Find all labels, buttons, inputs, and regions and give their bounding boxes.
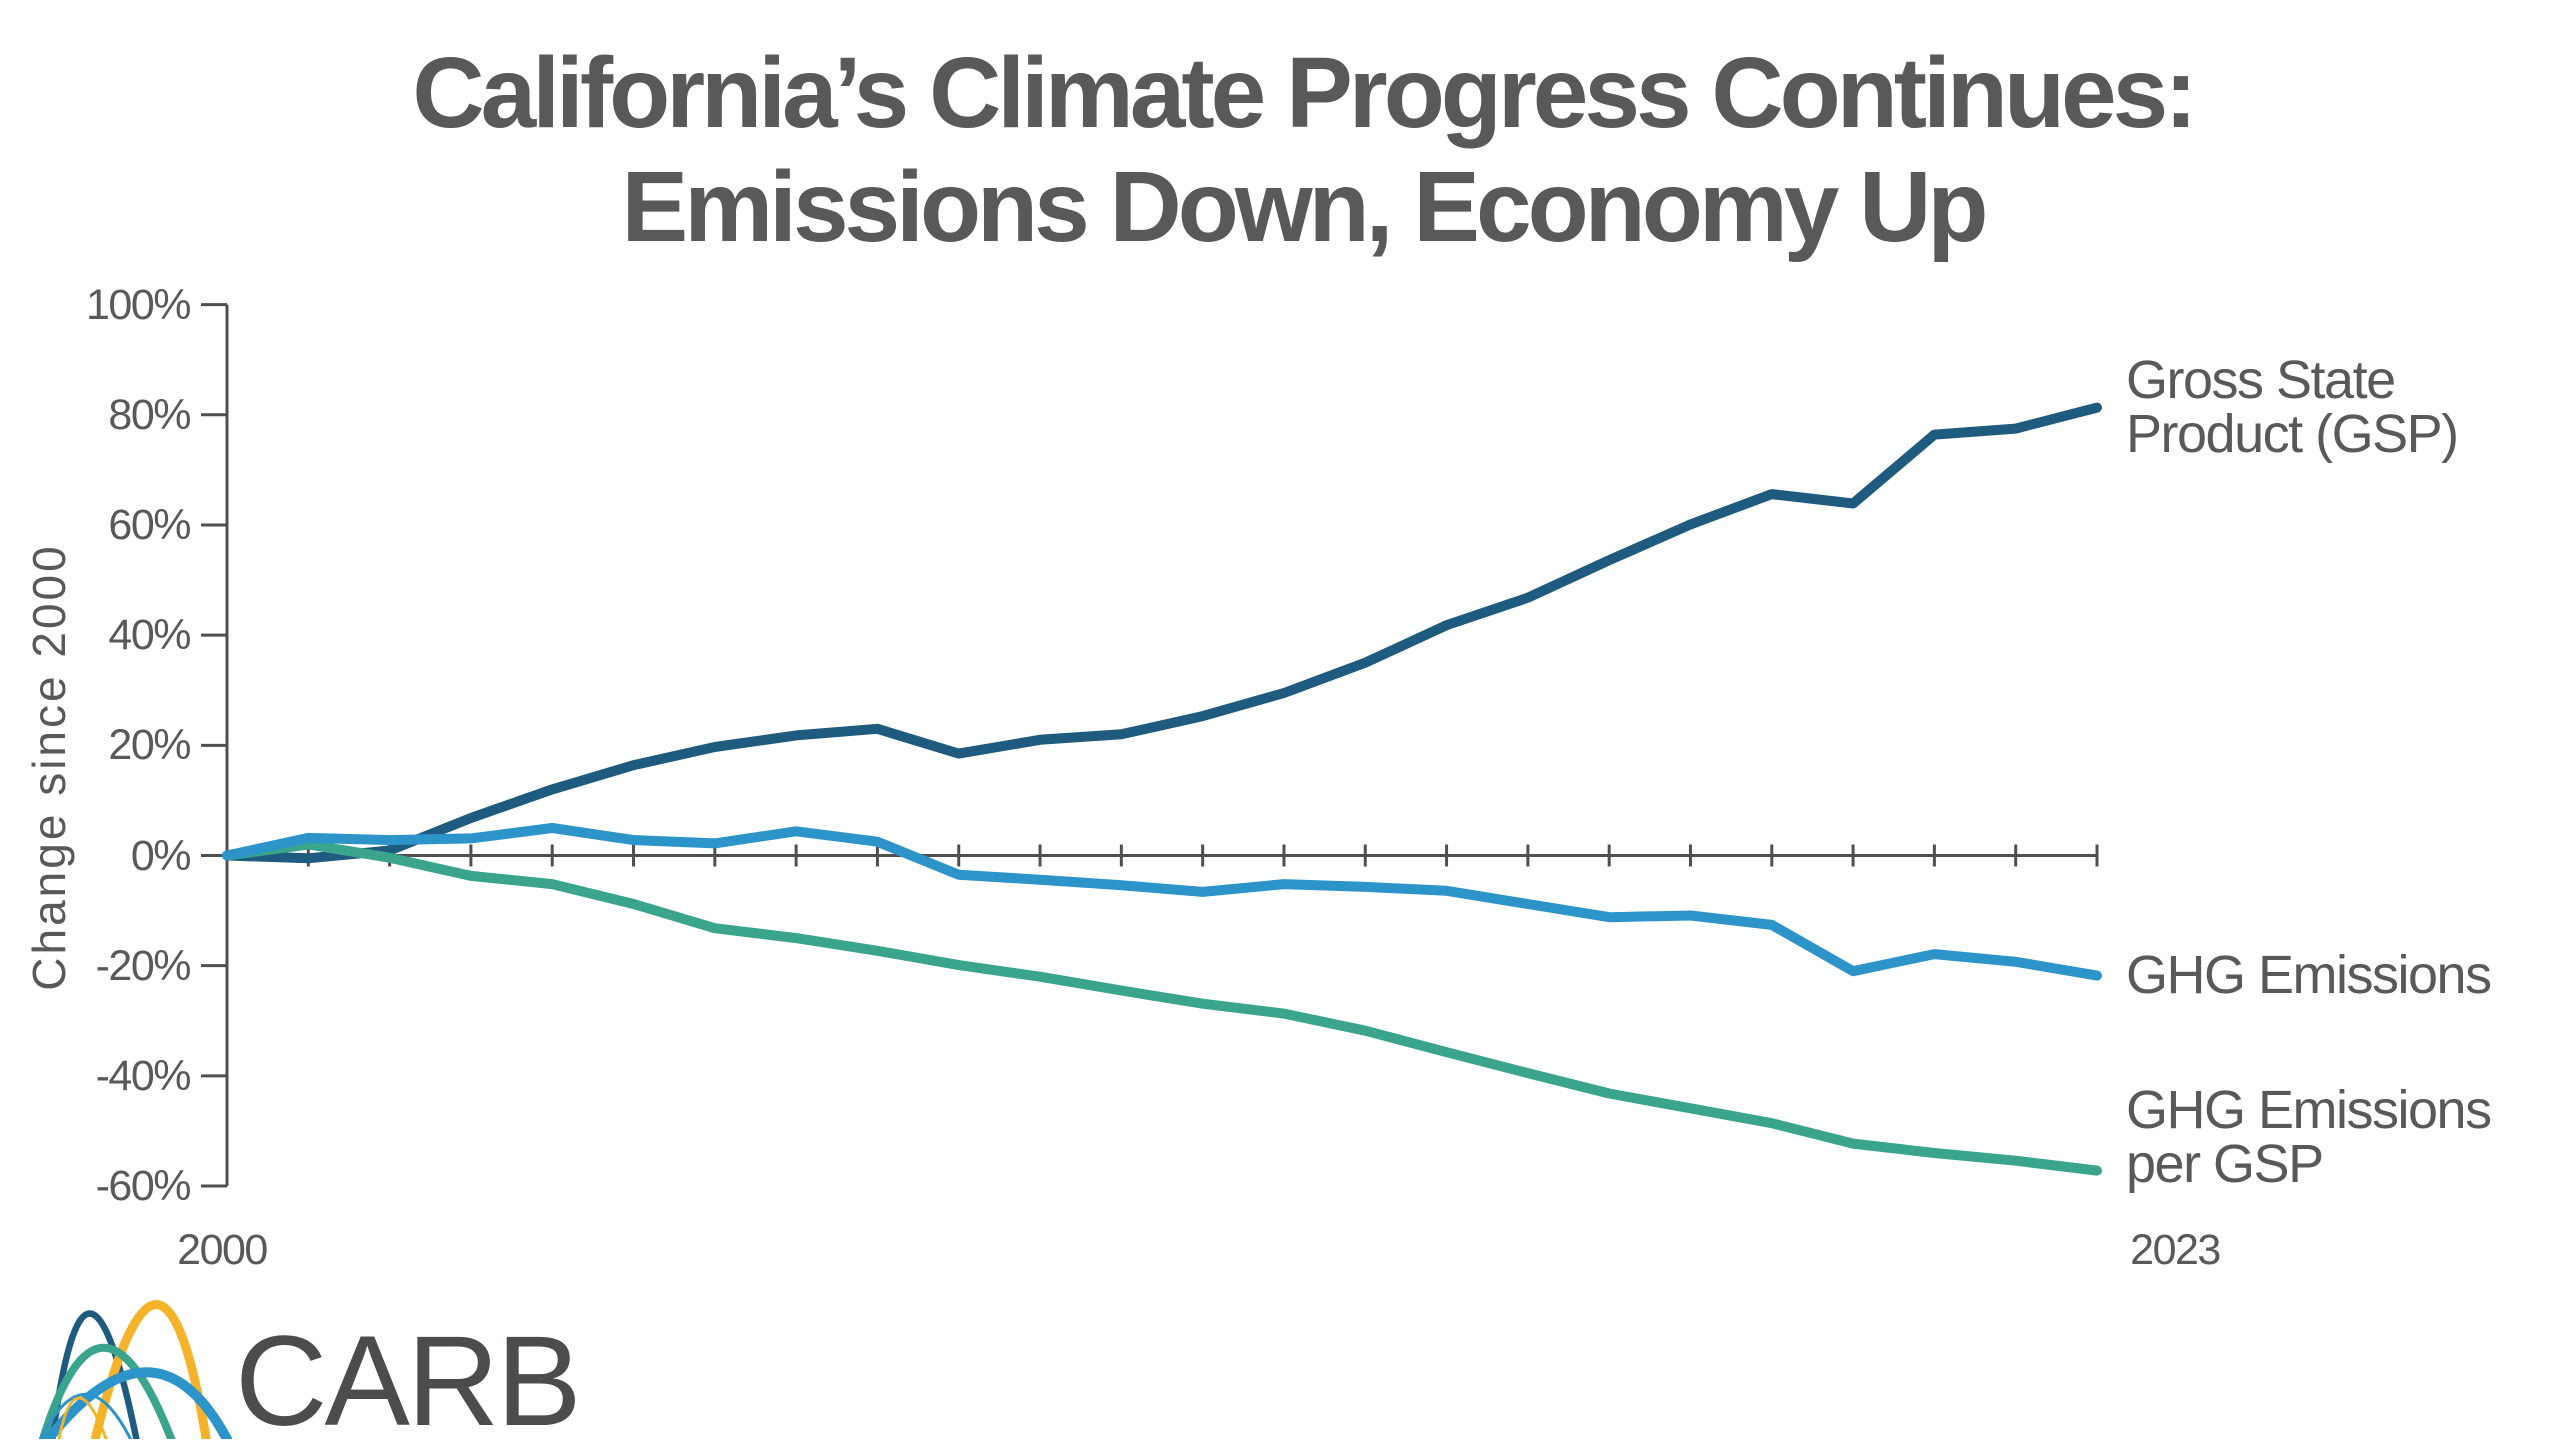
- series-lines: [222, 402, 2102, 1176]
- y-tick-label: 80%: [108, 390, 191, 439]
- logo-arc-3: [42, 1367, 233, 1439]
- title-line-2: Emissions Down, Economy Up: [621, 151, 1989, 263]
- x-tick-label-2023: 2023: [2130, 1226, 2221, 1274]
- y-tick-label: 60%: [108, 500, 191, 549]
- y-tick-label: 100%: [86, 280, 191, 329]
- y-tick-label: 0%: [130, 831, 192, 880]
- series-line-0: [222, 402, 2102, 864]
- series-line-1: [222, 839, 2102, 1176]
- x-tick-label-2000: 2000: [177, 1226, 268, 1274]
- chart-title: California’s Climate Progress Continues:…: [412, 36, 2197, 264]
- series-label-ghg-per-gsp-line-1: GHG Emissions: [2126, 1080, 2492, 1140]
- series-line-2: [222, 823, 2102, 981]
- logo-arc-5: [57, 1396, 108, 1439]
- carb-logo-arcs-icon: [38, 1300, 233, 1439]
- series-label-gsp-line-1: Gross State: [2126, 350, 2396, 410]
- axes: [201, 303, 2099, 1188]
- series-label-ghg: GHG Emissions: [2126, 945, 2492, 1005]
- title-line-1: California’s Climate Progress Continues:: [412, 37, 2197, 149]
- series-label-ghg-per-gsp-line-2: per GSP: [2126, 1134, 2324, 1194]
- series-label-gsp: Gross State Product (GSP): [2126, 350, 2459, 464]
- logo-arc-4: [39, 1392, 133, 1439]
- series-label-ghg-line-1: GHG Emissions: [2126, 945, 2492, 1005]
- carb-logo: CARB: [38, 1290, 598, 1453]
- series-label-ghg-per-gsp: GHG Emissions per GSP: [2126, 1080, 2492, 1194]
- series-label-gsp-line-2: Product (GSP): [2126, 404, 2459, 464]
- y-tick-label: 40%: [108, 611, 191, 660]
- y-tick-label: 20%: [108, 721, 191, 770]
- y-tick-label: -20%: [95, 941, 192, 990]
- y-tick-label: -60%: [95, 1162, 192, 1211]
- carb-logo-wordmark: CARB: [235, 1310, 582, 1453]
- y-tick-label: -40%: [95, 1051, 192, 1100]
- logo-arc-2: [38, 1343, 176, 1439]
